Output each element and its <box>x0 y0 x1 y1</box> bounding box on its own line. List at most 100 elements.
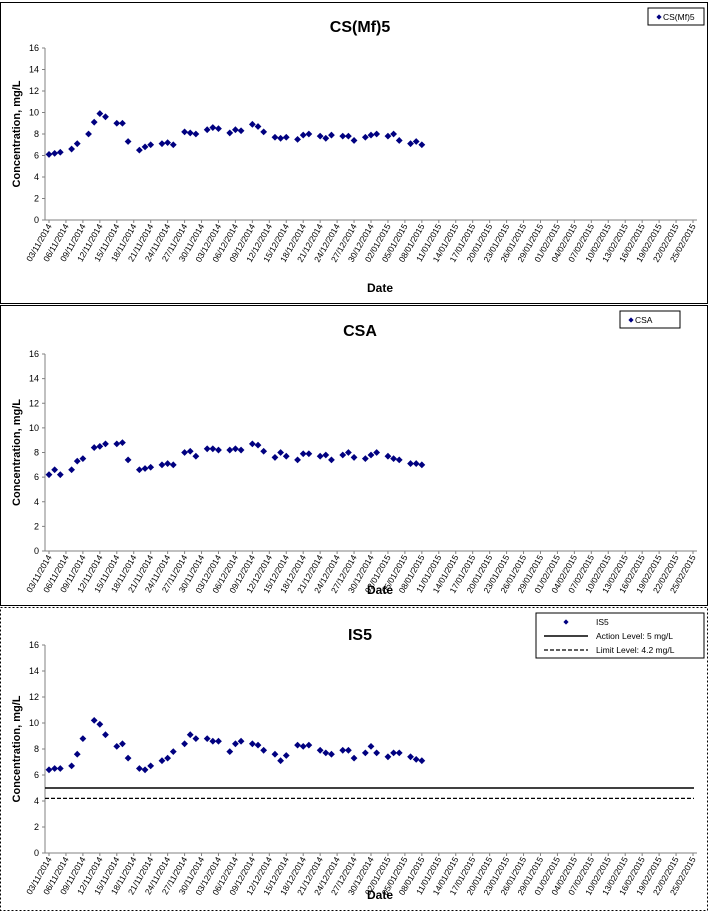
data-point <box>186 447 194 455</box>
data-point <box>367 451 375 459</box>
data-point <box>418 461 426 469</box>
data-point <box>384 452 392 460</box>
data-point <box>277 449 285 456</box>
data-point <box>282 133 290 141</box>
y-tick-label: 16 <box>29 43 39 53</box>
data-point <box>119 439 126 447</box>
y-tick-label: 4 <box>34 497 39 507</box>
y-tick-label: 10 <box>29 108 39 118</box>
data-point <box>119 740 126 748</box>
data-point <box>277 134 285 142</box>
data-point <box>299 450 307 458</box>
data-point <box>395 137 403 144</box>
data-point <box>113 119 121 127</box>
data-point <box>316 452 324 460</box>
data-point <box>294 741 301 749</box>
y-axis-label: Concentration, mg/L <box>11 695 23 802</box>
data-point <box>141 465 149 472</box>
data-point <box>164 139 172 146</box>
legend-marker <box>563 619 569 625</box>
data-point <box>164 460 172 467</box>
data-point <box>141 766 149 774</box>
data-point <box>45 471 53 479</box>
data-point <box>248 440 256 448</box>
data-point <box>192 130 200 138</box>
legend-label: IS5 <box>596 617 609 627</box>
data-point <box>384 753 392 761</box>
data-point <box>51 149 59 157</box>
data-point <box>254 741 262 749</box>
data-point <box>164 754 172 762</box>
data-point <box>90 444 98 451</box>
chart-2: CSA024681012141603/11/201406/11/201409/1… <box>0 305 708 606</box>
data-point <box>51 765 59 772</box>
legend-marker <box>656 14 662 20</box>
data-point <box>367 131 375 139</box>
data-point <box>418 141 426 149</box>
data-point <box>68 466 75 474</box>
data-point <box>147 463 155 471</box>
data-point <box>73 140 81 148</box>
y-tick-label: 4 <box>34 796 39 806</box>
data-point <box>299 131 307 139</box>
data-point <box>96 110 104 117</box>
y-tick-label: 6 <box>34 472 39 482</box>
legend-label: Limit Level: 4.2 mg/L <box>596 645 675 655</box>
data-point <box>339 746 347 754</box>
legend: IS5 Action Level: 5 mg/L Limit Level: 4.2 … <box>535 612 705 659</box>
chart-title: CSA <box>343 323 377 340</box>
data-point <box>68 145 75 153</box>
data-point <box>294 135 301 143</box>
data-point <box>237 737 245 745</box>
y-axis-label: Concentration, mg/L <box>11 80 23 187</box>
data-point <box>254 441 262 449</box>
y-tick-label: 12 <box>29 86 39 96</box>
y-tick-label: 6 <box>34 770 39 780</box>
x-axis-label: Date <box>367 583 393 597</box>
data-point <box>102 731 109 739</box>
data-point <box>260 128 268 136</box>
data-point <box>271 454 279 461</box>
y-tick-label: 14 <box>29 65 39 75</box>
data-point <box>282 452 290 460</box>
data-point <box>124 754 132 762</box>
data-point <box>226 748 234 755</box>
data-point <box>158 140 166 148</box>
data-point <box>282 752 290 759</box>
data-point <box>85 130 92 138</box>
data-point <box>271 750 279 758</box>
chart-3: IS5024681012141603/11/201406/11/201409/1… <box>0 607 708 911</box>
data-point <box>412 138 420 145</box>
data-point <box>367 743 375 750</box>
data-point <box>181 128 188 136</box>
data-point <box>395 749 403 757</box>
data-point <box>90 118 98 126</box>
data-point <box>418 757 426 765</box>
data-point <box>209 737 217 745</box>
data-point <box>124 138 132 145</box>
data-point <box>56 148 64 156</box>
y-tick-label: 2 <box>34 521 39 531</box>
legend-marker <box>628 317 634 323</box>
data-point <box>68 762 75 770</box>
data-point <box>79 455 87 463</box>
data-point <box>203 735 211 742</box>
y-tick-label: 4 <box>34 172 39 182</box>
data-point <box>316 746 324 754</box>
data-point <box>79 735 87 742</box>
y-tick-label: 8 <box>34 448 39 458</box>
data-point <box>350 454 358 461</box>
data-point <box>316 132 324 140</box>
data-point <box>305 741 313 749</box>
y-tick-label: 10 <box>29 423 39 433</box>
data-point <box>215 737 222 745</box>
data-point <box>102 440 109 448</box>
data-point <box>45 151 53 158</box>
data-point <box>45 766 53 774</box>
y-tick-label: 2 <box>34 194 39 204</box>
data-point <box>119 119 126 127</box>
data-point <box>113 743 121 750</box>
data-point <box>90 717 98 724</box>
data-point <box>339 132 347 140</box>
data-point <box>181 740 188 748</box>
